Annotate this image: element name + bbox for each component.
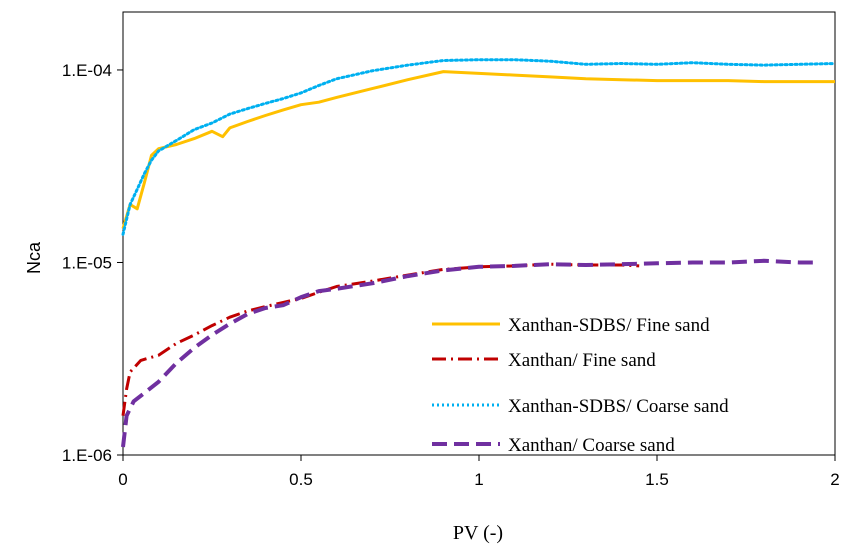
x-tick-label: 0.5 xyxy=(289,470,313,489)
axes-layer: 0 0.5 1 1.5 2 1.E-06 1.E-05 1.E-04 xyxy=(62,61,840,489)
series-layer xyxy=(121,58,837,448)
x-tick-label: 1.5 xyxy=(645,470,669,489)
legend-label-2: Xanthan/ Fine sand xyxy=(508,350,656,371)
legend-label-4: Xanthan/ Coarse sand xyxy=(508,435,675,456)
series-line-2 xyxy=(121,262,640,416)
x-axis-title: PV (-) xyxy=(453,522,503,544)
y-tick-label: 1.E-04 xyxy=(62,61,112,80)
y-axis-title: Nca xyxy=(24,241,44,274)
y-tick-label: 1.E-05 xyxy=(62,253,112,272)
x-tick-label: 1 xyxy=(474,470,483,489)
plot-frame xyxy=(122,11,836,456)
x-tick-label: 2 xyxy=(830,470,839,489)
plot-area-border xyxy=(122,11,836,456)
x-tick-label: 0 xyxy=(118,470,127,489)
legend: Xanthan-SDBS/ Fine sand Xanthan/ Fine san… xyxy=(432,315,729,456)
legend-label-3: Xanthan-SDBS/ Coarse sand xyxy=(508,396,729,417)
series-line-4 xyxy=(121,258,818,448)
legend-label-1: Xanthan-SDBS/ Fine sand xyxy=(508,315,710,336)
y-tick-label: 1.E-06 xyxy=(62,446,112,465)
series-line-1 xyxy=(121,70,835,230)
series-line-3 xyxy=(121,58,837,236)
